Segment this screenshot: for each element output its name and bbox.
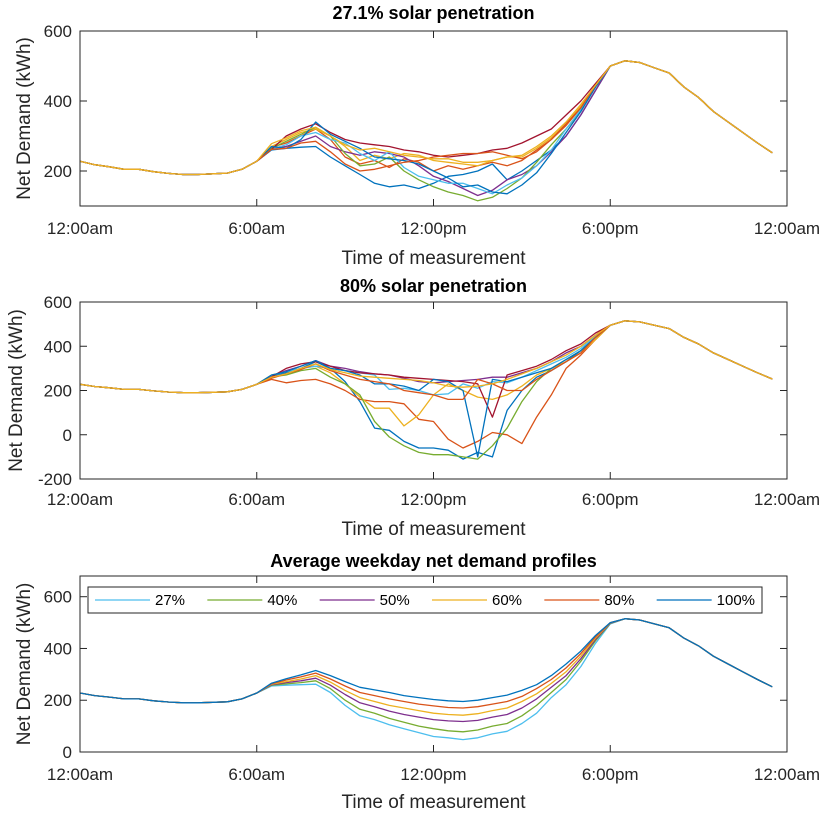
x-tick-label: 6:00pm [582, 765, 639, 784]
x-tick-label: 12:00am [47, 219, 113, 238]
x-tick-label: 12:00pm [400, 765, 466, 784]
legend-box [87, 586, 763, 614]
legend-label: 50% [380, 592, 410, 609]
legend-label: 27% [155, 592, 185, 609]
series-line-10 [80, 320, 773, 394]
chart-panel-1: 200 400 600 12:00am 6:00am 12:00pm 6:00pm 12:00… [14, 3, 820, 269]
x-tick-label: 6:00pm [582, 490, 639, 509]
x-tick-label: 12:00am [754, 219, 820, 238]
y-tick-label: 400 [44, 337, 72, 356]
x-tick-label: 6:00am [228, 219, 285, 238]
x-tick-label: 12:00am [47, 765, 113, 784]
y-tick-label: -200 [38, 470, 72, 489]
legend-label: 40% [267, 592, 297, 609]
series-line-6 [80, 618, 773, 704]
x-tick-label: 12:00am [47, 490, 113, 509]
x-tick-label: 12:00am [754, 490, 820, 509]
y-tick-label: 600 [44, 293, 72, 312]
y-axis-label: Net Demand (kWh) [14, 583, 35, 746]
x-axis-label: Time of measurement [341, 519, 526, 540]
x-tick-label: 6:00am [228, 490, 285, 509]
series-group [80, 320, 773, 460]
chart-title: Average weekday net demand profiles [270, 551, 596, 571]
series-group [80, 60, 773, 202]
x-axis-label: Time of measurement [341, 248, 526, 269]
y-tick-label: 400 [44, 92, 72, 111]
y-tick-label: 600 [44, 588, 72, 607]
plot-area [80, 302, 787, 479]
legend: 27% 40% 50% 60% 80% 100% [87, 586, 763, 614]
y-tick-label: 200 [44, 691, 72, 710]
legend-label: 80% [604, 592, 634, 609]
chart-panel-3: 0 200 400 600 12:00am 6:00am 12:00pm 6:00pm 12:0… [14, 551, 820, 813]
series-group [80, 618, 773, 741]
y-tick-label: 600 [44, 22, 72, 41]
x-tick-label: 12:00pm [400, 219, 466, 238]
y-axis-label: Net Demand (kWh) [6, 309, 27, 472]
x-tick-label: 6:00pm [582, 219, 639, 238]
y-tick-label: 200 [44, 162, 72, 181]
x-axis-label: Time of measurement [341, 792, 526, 813]
y-axis-label: Net Demand (kWh) [14, 37, 35, 200]
legend-label: 100% [717, 592, 755, 609]
x-tick-label: 12:00am [754, 765, 820, 784]
y-tick-label: 0 [63, 743, 72, 762]
series-line-10 [80, 60, 773, 176]
y-tick-label: 400 [44, 639, 72, 658]
y-tick-label: 200 [44, 382, 72, 401]
legend-label: 60% [492, 592, 522, 609]
chart-panel-2: -200 0 200 400 600 12:00am 6:00am 12:00pm 6:00pm… [6, 276, 820, 540]
y-tick-label: 0 [63, 426, 72, 445]
chart-title: 80% solar penetration [340, 276, 527, 296]
x-tick-label: 12:00pm [400, 490, 466, 509]
chart-title: 27.1% solar penetration [332, 3, 534, 23]
x-tick-label: 6:00am [228, 765, 285, 784]
